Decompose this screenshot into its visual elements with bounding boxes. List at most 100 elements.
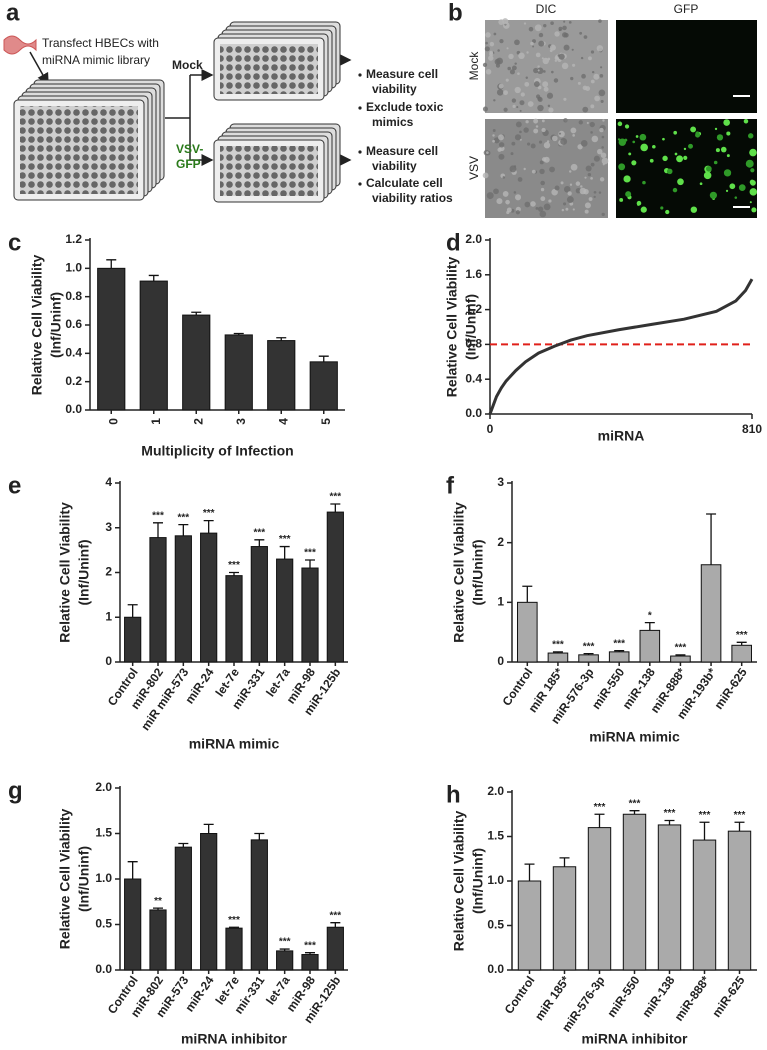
cell xyxy=(551,188,558,196)
plate-wells xyxy=(220,44,318,94)
micrograph-texture xyxy=(482,18,758,218)
cell xyxy=(524,201,531,208)
bar xyxy=(326,511,344,663)
gfp-cell xyxy=(662,155,668,162)
significance: *** xyxy=(594,802,606,813)
gfp-cell xyxy=(726,154,730,158)
cell xyxy=(549,44,556,51)
cell xyxy=(539,210,547,218)
cell xyxy=(526,142,531,146)
y-tick-label: 1.6 xyxy=(465,267,482,281)
bar xyxy=(639,629,661,663)
significance: *** xyxy=(664,808,676,819)
cell xyxy=(586,121,589,125)
cell xyxy=(577,81,581,85)
y-tick-label: 0.4 xyxy=(465,371,482,385)
cell xyxy=(587,172,592,177)
cell xyxy=(482,172,489,179)
cell xyxy=(588,197,593,202)
cell xyxy=(525,76,528,79)
panel-letter: f xyxy=(446,472,455,499)
bar xyxy=(692,839,717,971)
bar xyxy=(301,567,319,663)
gfp-cell xyxy=(649,158,654,163)
gfp-cell xyxy=(674,152,678,156)
cell xyxy=(563,118,568,123)
y-tick-label: 4 xyxy=(105,475,112,489)
gfp-cell xyxy=(665,209,670,215)
cell xyxy=(540,180,545,186)
x-tick-label: miR-625 xyxy=(711,665,749,712)
error-bar xyxy=(552,651,563,654)
y-tick-label: 0.0 xyxy=(465,406,482,420)
cell xyxy=(514,62,517,65)
cell xyxy=(554,59,558,62)
significance: *** xyxy=(699,810,711,821)
cell xyxy=(539,168,545,175)
error-bar xyxy=(191,311,202,316)
cell xyxy=(506,47,509,50)
step-text: Calculate cell xyxy=(366,176,443,190)
panel-letter: c xyxy=(8,229,21,256)
cell xyxy=(505,199,510,205)
bar xyxy=(552,866,577,971)
error-bar xyxy=(229,571,239,576)
row-label: VSV xyxy=(467,156,481,180)
cell xyxy=(537,104,544,112)
cell xyxy=(485,32,491,38)
bar xyxy=(124,616,142,663)
bar xyxy=(149,909,167,971)
error-bar xyxy=(127,604,138,618)
cell xyxy=(589,121,595,128)
error-bar xyxy=(148,274,159,282)
bar xyxy=(657,824,682,971)
cell xyxy=(580,56,584,60)
error-bar xyxy=(305,952,315,955)
panel-letter: g xyxy=(8,777,23,804)
gfp-cell xyxy=(725,189,729,192)
cell xyxy=(515,121,522,128)
error-bar xyxy=(524,863,535,881)
gfp-cell xyxy=(749,201,752,204)
step-text: Measure cell xyxy=(366,144,438,158)
y-axis-label: (Inf/Uninf) xyxy=(48,292,64,358)
bar xyxy=(731,644,752,663)
y-tick-label: 1.5 xyxy=(487,829,504,843)
significance: *** xyxy=(228,915,240,926)
y-tick-label: 0 xyxy=(497,654,504,668)
x-tick-label: 810 xyxy=(742,422,762,436)
bar xyxy=(517,880,542,971)
cell xyxy=(515,194,522,201)
panel-b: b DIC GFP Mock VSV xyxy=(448,0,758,218)
gfp-cell xyxy=(690,206,698,213)
gfp-cell xyxy=(745,159,754,168)
cell xyxy=(535,206,539,210)
cell xyxy=(527,101,534,107)
micrograph xyxy=(616,20,757,113)
x-axis-label: Multiplicity of Infection xyxy=(141,443,293,459)
transfect-text: miRNA mimic library xyxy=(42,53,150,67)
cell xyxy=(534,24,542,32)
cell xyxy=(492,139,495,143)
cell xyxy=(511,98,517,103)
row-label: Mock xyxy=(467,51,481,81)
bar xyxy=(139,280,168,411)
cell xyxy=(568,20,572,24)
error-bar xyxy=(699,821,710,841)
error-bar xyxy=(594,813,605,828)
gfp-cell xyxy=(676,155,684,163)
cell xyxy=(585,86,591,92)
cell xyxy=(538,40,545,47)
cell xyxy=(569,183,573,186)
cell xyxy=(565,207,569,211)
gfp-cell xyxy=(743,118,749,124)
bar xyxy=(517,601,538,663)
y-axis-label: Relative Cell Viability xyxy=(29,255,45,396)
bar xyxy=(225,575,243,663)
error-bar xyxy=(254,832,265,840)
cell xyxy=(538,140,543,144)
significance: *** xyxy=(629,798,641,809)
significance: *** xyxy=(304,548,316,559)
x-tick-label: 5 xyxy=(319,418,333,425)
cell xyxy=(499,39,504,44)
